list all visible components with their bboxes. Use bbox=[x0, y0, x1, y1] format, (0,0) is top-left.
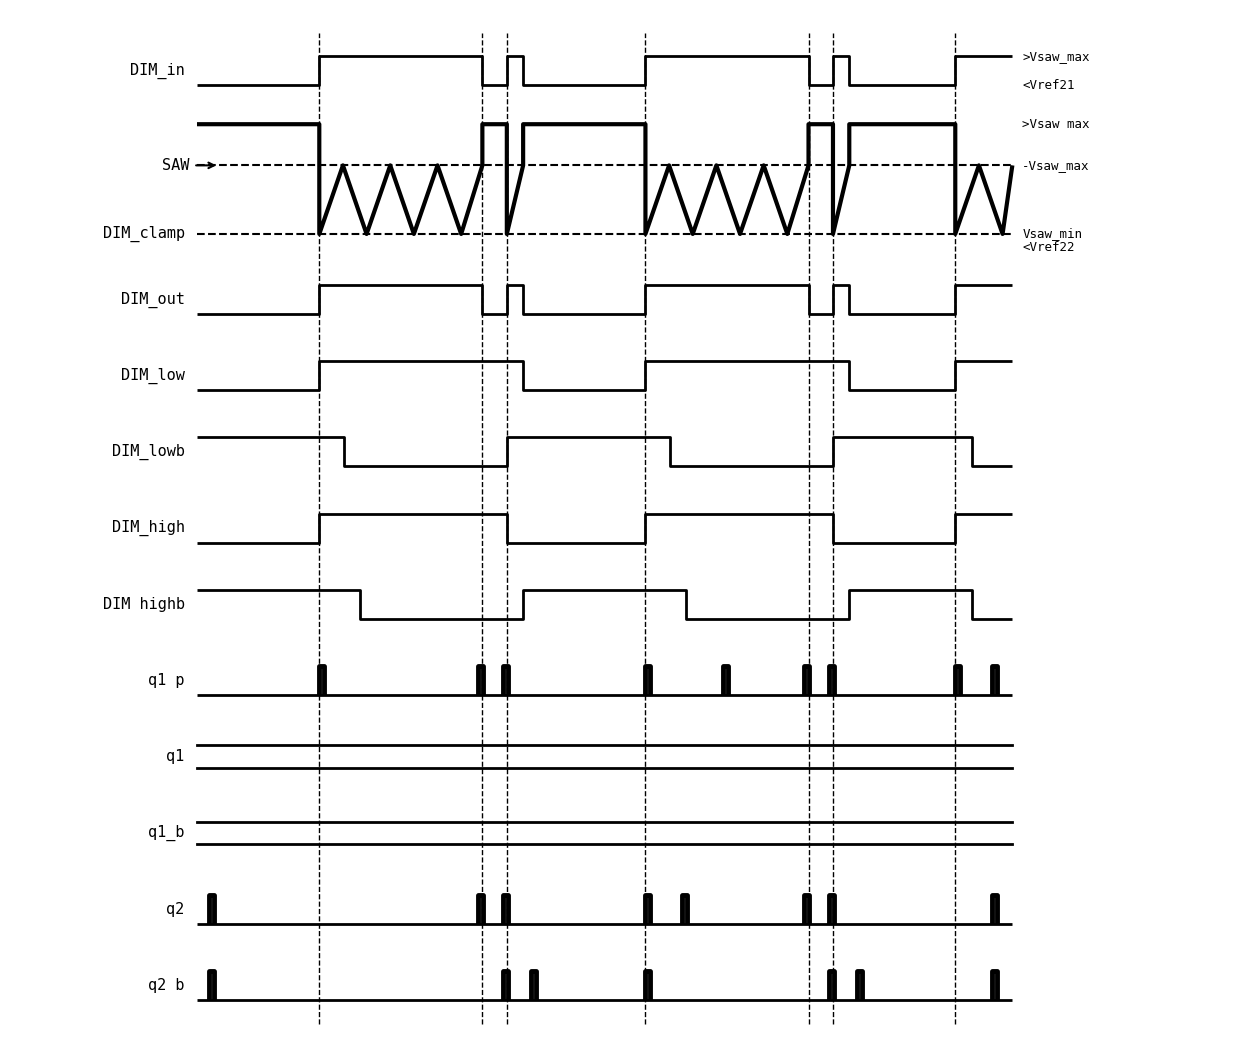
Text: Vsaw_min: Vsaw_min bbox=[1022, 227, 1083, 241]
Text: DIM_low: DIM_low bbox=[120, 367, 185, 384]
Text: SAW: SAW bbox=[162, 158, 190, 173]
Text: <Vref21: <Vref21 bbox=[1022, 78, 1075, 92]
Text: -Vsaw_max: -Vsaw_max bbox=[1022, 159, 1090, 172]
Text: q1 p: q1 p bbox=[149, 673, 185, 688]
Text: <Vref22: <Vref22 bbox=[1022, 242, 1075, 254]
Text: q1: q1 bbox=[166, 749, 185, 765]
Text: >Vsaw max: >Vsaw max bbox=[1022, 118, 1090, 131]
Text: q2 b: q2 b bbox=[149, 978, 185, 993]
Text: DIM_in: DIM_in bbox=[130, 63, 185, 78]
Text: DIM highb: DIM highb bbox=[103, 597, 185, 612]
Text: DIM_clamp: DIM_clamp bbox=[103, 226, 185, 242]
Text: DIM_out: DIM_out bbox=[120, 292, 185, 308]
Text: q2: q2 bbox=[166, 902, 185, 916]
Text: DIM_high: DIM_high bbox=[112, 520, 185, 537]
Text: q1_b: q1_b bbox=[149, 825, 185, 841]
Text: >Vsaw_max: >Vsaw_max bbox=[1022, 50, 1090, 63]
Text: DIM_lowb: DIM_lowb bbox=[112, 444, 185, 460]
